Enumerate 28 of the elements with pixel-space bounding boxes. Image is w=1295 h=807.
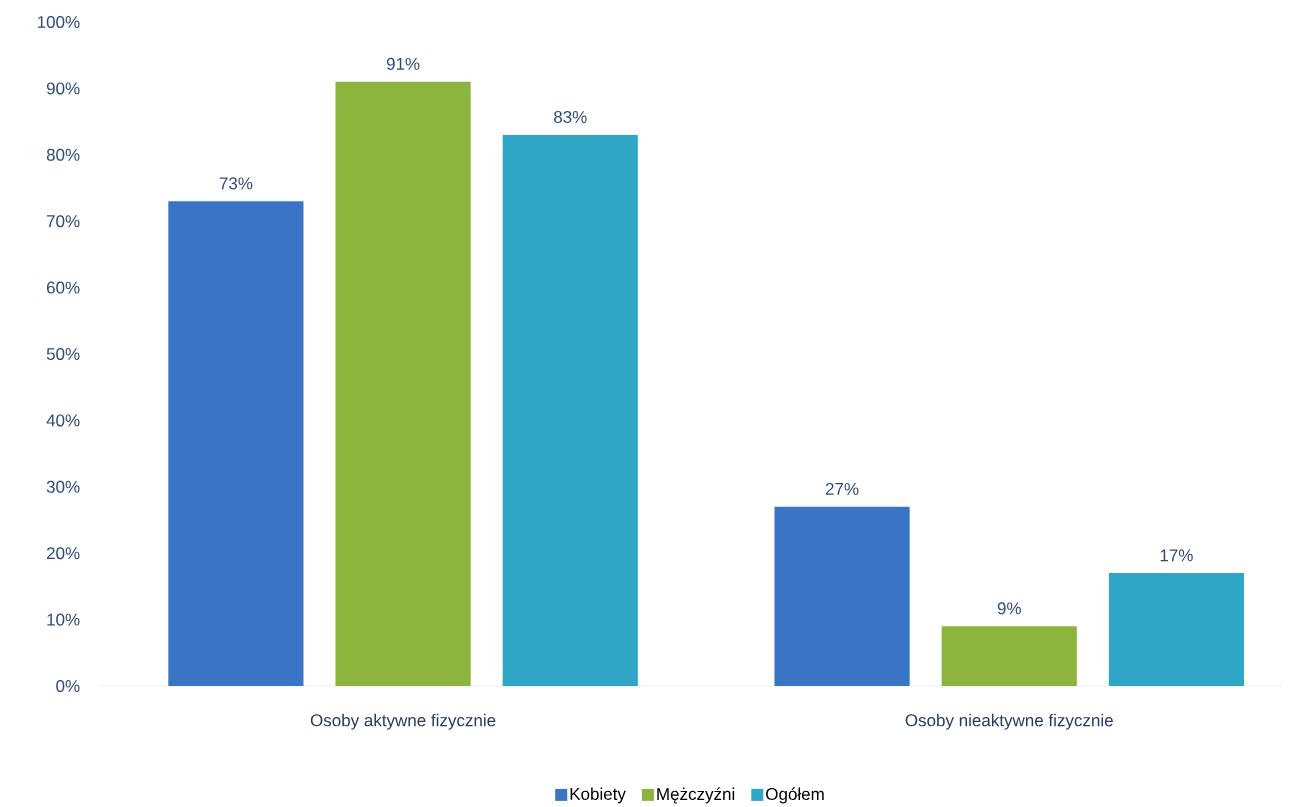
data-label: 9% <box>997 602 1021 615</box>
data-label: 91% <box>386 57 420 70</box>
data-label: 27% <box>825 482 859 495</box>
data-label: 73% <box>219 177 253 190</box>
bar <box>774 506 910 686</box>
x-tick-label: Osoby nieaktywne fizycznie <box>905 713 1113 730</box>
y-tick-label: 30% <box>46 480 80 493</box>
data-label: 83% <box>553 110 587 124</box>
bar <box>335 81 471 686</box>
bar <box>502 134 638 686</box>
bar <box>941 626 1077 686</box>
legend-label: Kobiety <box>570 787 626 804</box>
bar <box>168 201 304 686</box>
y-tick-label: 20% <box>46 547 80 560</box>
legend-label: Ogółem <box>766 787 824 804</box>
legend-label: Mężczyźni <box>657 787 735 804</box>
x-tick-label: Osoby aktywne fizycznie <box>310 713 496 730</box>
y-tick-label: 60% <box>46 281 80 294</box>
y-tick-label: 50% <box>46 347 80 361</box>
y-tick-label: 100% <box>37 15 80 29</box>
y-tick-label: 80% <box>46 148 80 161</box>
y-tick-label: 0% <box>56 679 80 693</box>
y-tick-label: 70% <box>46 215 80 228</box>
data-label: 17% <box>1160 549 1193 562</box>
y-tick-label: 10% <box>47 613 80 626</box>
bar <box>1108 573 1244 686</box>
y-tick-label: 90% <box>46 82 80 95</box>
y-tick-label: 40% <box>46 414 80 427</box>
